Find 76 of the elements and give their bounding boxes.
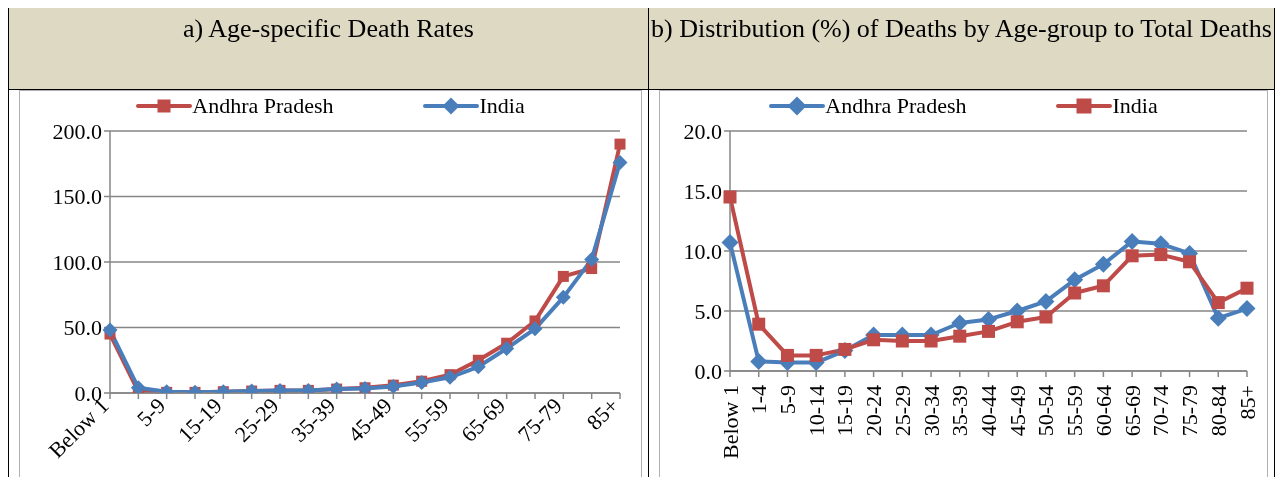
x-tick-label: 1-4 xyxy=(746,385,772,415)
point xyxy=(1066,271,1084,289)
point xyxy=(584,251,600,267)
point xyxy=(951,314,969,332)
point xyxy=(723,190,737,204)
x-tick-label: 60-64 xyxy=(1090,385,1116,437)
point xyxy=(1209,309,1227,327)
legend-label: Andhra Pradesh xyxy=(192,93,334,119)
x-tick-label: 10-14 xyxy=(803,385,829,437)
point xyxy=(924,334,938,348)
point xyxy=(442,369,458,385)
y-tick-label: 50.0 xyxy=(63,315,102,341)
y-tick-label: 15.0 xyxy=(683,178,722,204)
x-tick-label: 50-54 xyxy=(1033,385,1059,437)
point xyxy=(614,138,626,150)
x-tick-label: Below 1 xyxy=(717,385,743,459)
point xyxy=(414,375,430,391)
point xyxy=(499,340,515,356)
legend-label: India xyxy=(479,93,525,119)
point xyxy=(1154,248,1168,262)
x-tick-label: 30-34 xyxy=(918,385,944,437)
point xyxy=(838,342,852,356)
point xyxy=(1068,286,1082,300)
point xyxy=(1096,279,1110,293)
x-tick-label: 75-79 xyxy=(1177,385,1203,437)
point xyxy=(130,380,146,393)
point xyxy=(557,270,569,282)
legend-label: Andhra Pradesh xyxy=(825,93,967,119)
point xyxy=(1211,296,1225,310)
point xyxy=(1240,281,1254,295)
x-tick-label: 20-24 xyxy=(861,385,887,437)
y-tick-label: 0.0 xyxy=(694,358,722,384)
x-tick-label: 35-39 xyxy=(947,385,973,437)
point xyxy=(1125,249,1139,263)
y-tick-label: 20.0 xyxy=(683,118,722,144)
x-tick-label: 40-44 xyxy=(976,385,1001,437)
x-tick-label: 15-19 xyxy=(832,385,858,437)
chart-title: a) Age-specific Death Rates xyxy=(9,8,648,90)
x-tick-label: 70-74 xyxy=(1148,385,1174,437)
y-tick-label: 100.0 xyxy=(52,249,102,275)
x-tick-label: 80-84 xyxy=(1205,385,1231,437)
point xyxy=(102,322,118,338)
point xyxy=(750,352,768,370)
point xyxy=(527,321,543,337)
chart-title: b) Distribution (%) of Deaths by Age-group to Total Deaths xyxy=(649,8,1274,90)
point xyxy=(895,334,909,348)
x-tick-label: 55-59 xyxy=(1062,385,1088,437)
x-tick-label: 5-9 xyxy=(131,392,171,432)
x-tick-label: 85+ xyxy=(581,392,624,435)
legend-label: India xyxy=(1112,93,1158,119)
y-tick-label: 5.0 xyxy=(694,298,722,324)
y-tick-label: 200.0 xyxy=(52,118,102,144)
point xyxy=(982,324,995,338)
point xyxy=(612,154,628,170)
x-tick-label: 85+ xyxy=(1234,385,1260,420)
point xyxy=(1123,232,1141,250)
point xyxy=(752,317,766,331)
point xyxy=(1183,255,1197,269)
point xyxy=(809,348,823,362)
x-tick-label: 45-49 xyxy=(1004,385,1030,437)
point xyxy=(1039,310,1053,324)
point xyxy=(1010,315,1024,329)
point xyxy=(1037,292,1055,310)
point xyxy=(721,234,739,252)
y-tick-label: 150.0 xyxy=(52,184,102,210)
x-tick-label: 25-29 xyxy=(889,385,915,437)
x-tick-label: 65-69 xyxy=(1119,385,1145,437)
point xyxy=(780,348,794,362)
point xyxy=(867,333,881,347)
point xyxy=(470,359,486,375)
point xyxy=(1094,255,1112,273)
point xyxy=(555,289,571,305)
x-tick-label: 5-9 xyxy=(774,385,800,415)
point xyxy=(1238,300,1256,318)
point xyxy=(953,329,967,343)
y-tick-label: 10.0 xyxy=(683,238,722,264)
